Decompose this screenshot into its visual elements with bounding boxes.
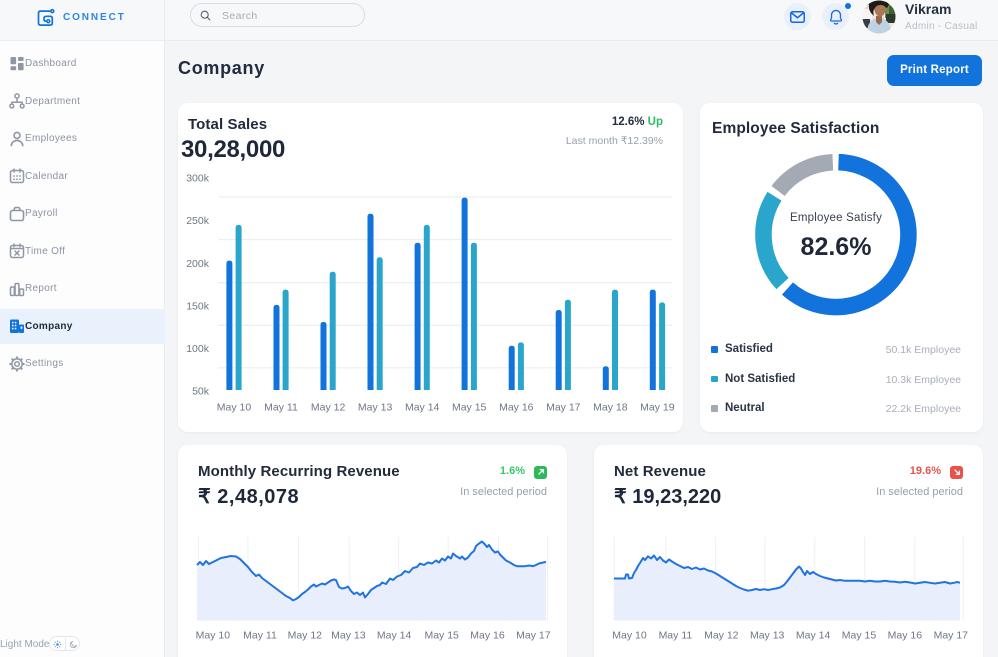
svg-text:200k: 200k [186, 258, 210, 270]
svg-text:May 13: May 13 [358, 402, 393, 414]
svg-text:May 15: May 15 [842, 630, 877, 642]
svg-text:May 19: May 19 [640, 402, 675, 414]
svg-text:May 16: May 16 [499, 402, 534, 414]
svg-text:May 13: May 13 [331, 630, 366, 642]
svg-text:May 14: May 14 [377, 630, 412, 642]
svg-text:May 15: May 15 [424, 630, 459, 642]
svg-text:May 10: May 10 [196, 630, 231, 642]
svg-text:May 14: May 14 [405, 402, 440, 414]
svg-text:250k: 250k [186, 215, 210, 227]
svg-text:May 16: May 16 [888, 630, 923, 642]
svg-text:May 10: May 10 [217, 402, 252, 414]
svg-text:300k: 300k [186, 173, 210, 185]
svg-text:May 14: May 14 [796, 630, 831, 642]
svg-text:May 13: May 13 [750, 630, 785, 642]
svg-text:May 11: May 11 [659, 630, 693, 642]
svg-text:May 12: May 12 [704, 630, 739, 642]
svg-text:150k: 150k [186, 301, 210, 313]
svg-text:May 12: May 12 [288, 630, 323, 642]
svg-text:50k: 50k [192, 386, 210, 398]
svg-text:May 11: May 11 [264, 402, 298, 414]
svg-text:May 18: May 18 [593, 402, 628, 414]
svg-text:May 17: May 17 [546, 402, 581, 414]
svg-text:May 17: May 17 [934, 630, 969, 642]
svg-text:May 10: May 10 [612, 630, 647, 642]
svg-text:100k: 100k [186, 343, 210, 355]
svg-text:May 17: May 17 [516, 630, 551, 642]
svg-text:May 12: May 12 [311, 402, 346, 414]
svg-text:May 16: May 16 [470, 630, 505, 642]
svg-text:May 15: May 15 [452, 402, 487, 414]
svg-text:May 11: May 11 [243, 630, 277, 642]
